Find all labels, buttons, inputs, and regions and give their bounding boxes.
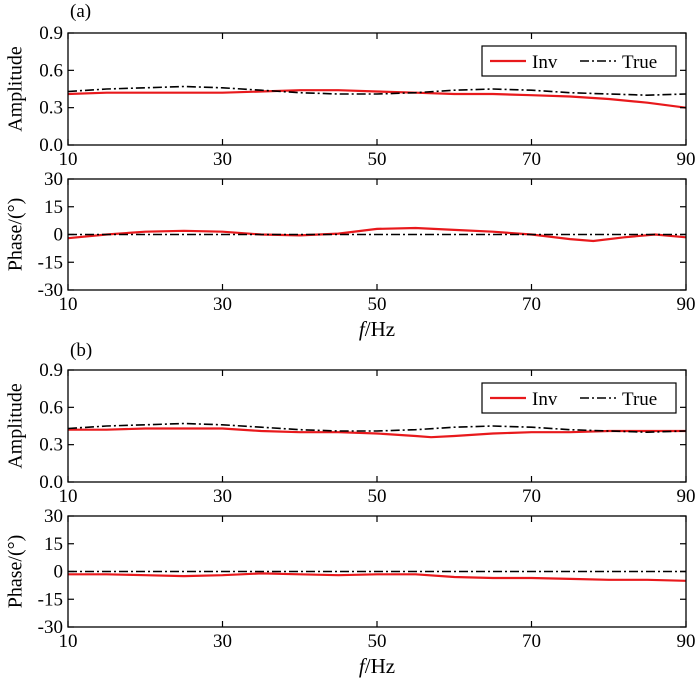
y-tick-label: 15 xyxy=(44,534,63,555)
x-tick-label: 70 xyxy=(522,486,541,507)
y-tick-label: 0.3 xyxy=(39,98,63,119)
x-tick-label: 10 xyxy=(59,486,78,507)
x-tick-label: 90 xyxy=(677,149,696,170)
y-tick-label: 0.0 xyxy=(39,472,63,493)
legend-inv-label: Inv xyxy=(532,52,558,73)
y-tick-label: 0 xyxy=(54,562,64,583)
x-tick-label: 50 xyxy=(368,149,387,170)
x-tick-label: 90 xyxy=(677,631,696,652)
series-inv-line xyxy=(68,89,686,109)
xlabel-b-unit: /Hz xyxy=(365,654,395,678)
legend-true-label: True xyxy=(622,52,657,73)
x-tick-label: 90 xyxy=(677,486,696,507)
x-tick-label: 50 xyxy=(368,486,387,507)
x-tick-label: 30 xyxy=(213,486,232,507)
xlabel-a-italic: f xyxy=(359,317,368,341)
panel-label-a: (a) xyxy=(70,1,91,22)
xlabel-b-italic: f xyxy=(359,654,368,678)
y-tick-label: -15 xyxy=(38,252,63,273)
series-inv-line xyxy=(68,427,686,439)
panel-label-b: (b) xyxy=(70,340,92,361)
legend: Inv True xyxy=(481,45,677,77)
x-axis-labels: f/Hz f/Hz xyxy=(359,317,395,678)
x-tick-label: 70 xyxy=(522,294,541,315)
y-tick-label: 0.9 xyxy=(39,360,63,381)
y-tick-label: 30 xyxy=(44,169,63,190)
y-tick-label: -30 xyxy=(38,617,63,638)
panel-b: (b) xyxy=(70,340,92,361)
legend: Inv True xyxy=(481,382,677,414)
subplot-0-amplitude: 10 30 50 70 90 0.0 0.3 0.6 0.9 Amplitude Inv True xyxy=(5,23,696,170)
x-tick-label: 90 xyxy=(677,294,696,315)
subplot-3-phase: 10 30 50 70 90 -30 -15 0 15 30 Phase/(°) xyxy=(5,506,696,652)
series-inv-line xyxy=(68,226,686,243)
xlabel-a-unit: /Hz xyxy=(365,317,395,341)
x-tick-label: 50 xyxy=(368,294,387,315)
y-axis-label: Phase/(°) xyxy=(5,535,27,609)
legend-true-label: True xyxy=(622,389,657,410)
subplot-1-phase: 10 30 50 70 90 -30 -15 0 15 30 Phase/(°) xyxy=(5,169,696,315)
y-tick-label: 0 xyxy=(54,225,64,246)
y-tick-label: 15 xyxy=(44,197,63,218)
y-tick-label: -30 xyxy=(38,280,63,301)
y-tick-label: 0.0 xyxy=(39,135,63,156)
y-tick-label: -15 xyxy=(38,589,63,610)
legend-box xyxy=(481,382,677,414)
y-axis-label: Phase/(°) xyxy=(5,198,27,272)
y-tick-label: 0.3 xyxy=(39,435,63,456)
legend-inv-label: Inv xyxy=(532,389,558,410)
y-tick-label: 0.6 xyxy=(39,60,63,81)
x-tick-label: 70 xyxy=(522,149,541,170)
y-tick-label: 0.9 xyxy=(39,23,63,44)
y-tick-label: 0.6 xyxy=(39,397,63,418)
subplot-2-amplitude: 10 30 50 70 90 0.0 0.3 0.6 0.9 Amplitude Inv True xyxy=(5,360,696,507)
series-true-line xyxy=(68,422,686,434)
series-true-line xyxy=(68,85,686,97)
x-tick-label: 10 xyxy=(59,631,78,652)
x-tick-label: 30 xyxy=(213,149,232,170)
x-tick-label: 70 xyxy=(522,631,541,652)
xlabel-b: f/Hz xyxy=(359,654,395,678)
series-inv-line xyxy=(68,572,686,582)
x-tick-label: 30 xyxy=(213,631,232,652)
y-axis-label: Amplitude xyxy=(5,46,27,132)
y-tick-label: 30 xyxy=(44,506,63,527)
xlabel-a: f/Hz xyxy=(359,317,395,341)
panel-a: (a) xyxy=(70,1,91,22)
y-axis-label: Amplitude xyxy=(5,383,27,469)
x-tick-label: 10 xyxy=(59,294,78,315)
x-tick-label: 30 xyxy=(213,294,232,315)
x-tick-label: 10 xyxy=(59,149,78,170)
x-tick-label: 50 xyxy=(368,631,387,652)
